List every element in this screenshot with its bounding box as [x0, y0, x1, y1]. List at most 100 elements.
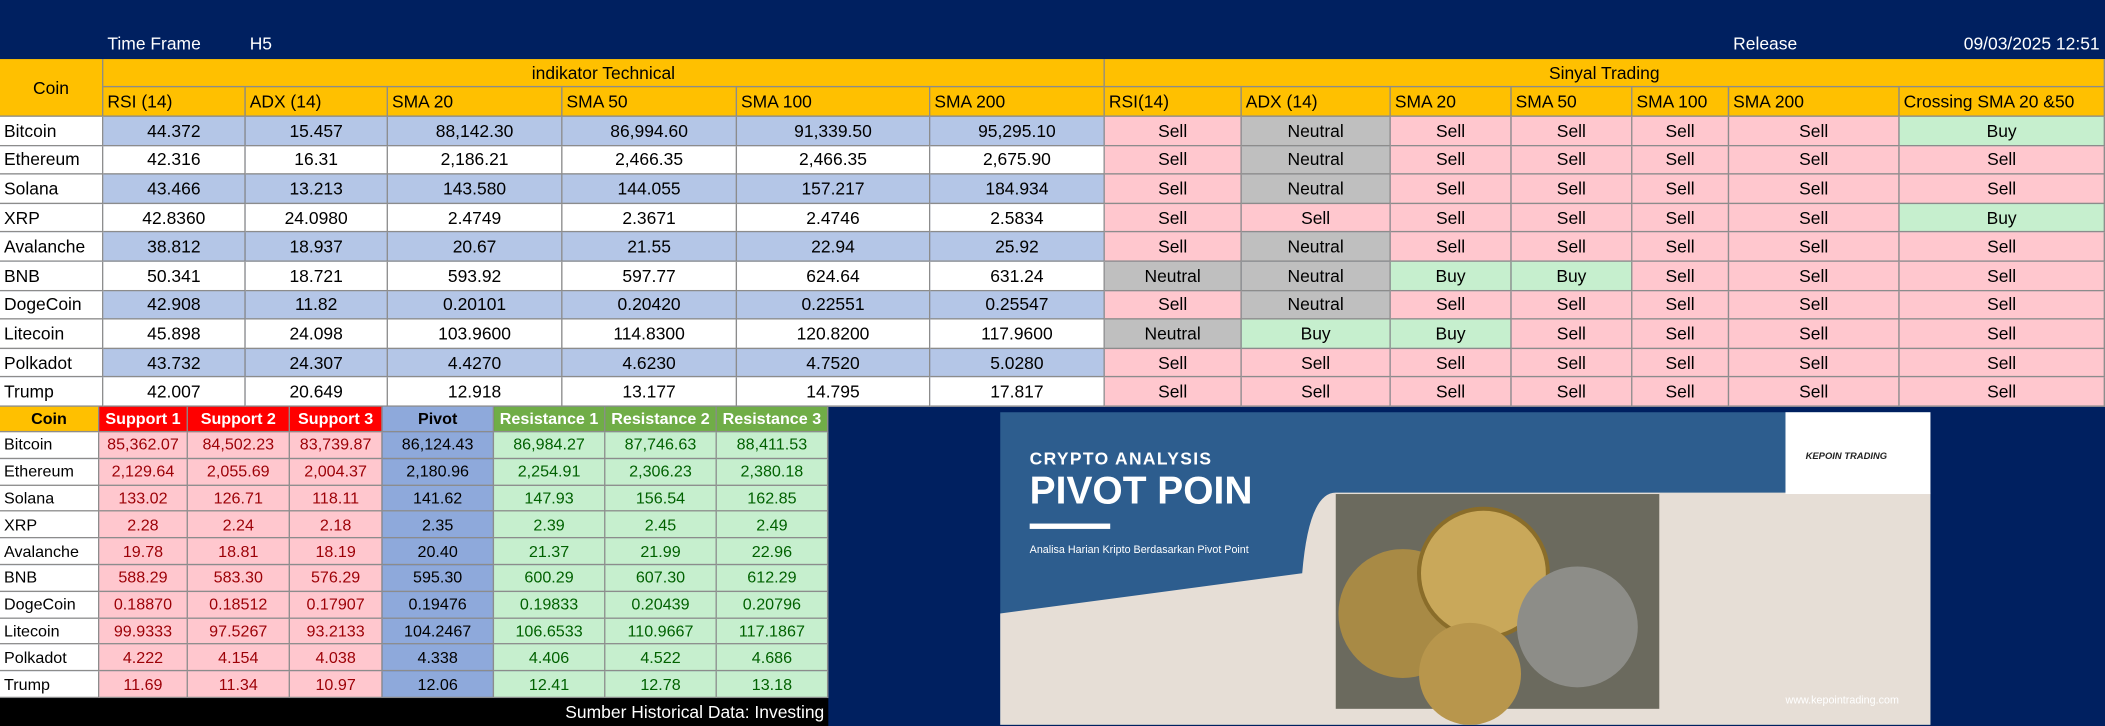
signal: Sell	[1511, 319, 1633, 349]
pivot-value: 86,124.43	[382, 432, 495, 459]
signal: Sell	[1390, 145, 1512, 175]
indicator-value: 25.92	[930, 232, 1105, 262]
signal: Neutral	[1104, 261, 1242, 291]
signal: Sell	[1632, 348, 1730, 378]
source-note: Sumber Historical Data: Investing	[0, 698, 829, 726]
pivot-value: 12.41	[494, 671, 606, 699]
coin-name: Litecoin	[0, 319, 104, 349]
coin-name: DogeCoin	[0, 591, 100, 619]
column-header: SMA 200	[1729, 87, 1900, 117]
indicator-value: 114.8300	[562, 319, 738, 349]
pivot-value: 126.71	[187, 485, 290, 513]
pivot-value: 0.18870	[99, 591, 188, 619]
column-header: RSI(14)	[1104, 87, 1242, 117]
pivot-value: 21.37	[494, 538, 606, 566]
signal: Sell	[1390, 174, 1512, 204]
signal: Neutral	[1241, 261, 1391, 291]
pivot-value: 2.24	[187, 512, 290, 539]
indicator-value: 2.5834	[930, 203, 1105, 233]
column-header: SMA 200	[930, 87, 1105, 117]
coin-name: Avalanche	[0, 538, 100, 566]
pivot-value: 97.5267	[187, 618, 290, 645]
signal: Buy	[1241, 319, 1391, 349]
signal: Sell	[1899, 232, 2105, 262]
indicator-value: 2.3671	[562, 203, 738, 233]
pivot-value: 86,984.27	[494, 432, 606, 459]
signal: Sell	[1104, 290, 1242, 320]
signal: Sell	[1632, 203, 1730, 233]
pivot-value: 12.06	[382, 671, 495, 699]
signal: Sell	[1241, 348, 1391, 378]
indicator-value: 4.4270	[387, 348, 563, 378]
indicator-value: 21.55	[562, 232, 738, 262]
coin-name: Ethereum	[0, 145, 104, 175]
indicator-value: 91,339.50	[737, 116, 931, 146]
coin-name: XRP	[0, 203, 104, 233]
indicator-value: 2,466.35	[562, 145, 738, 175]
pivot-value: 4.222	[99, 644, 188, 672]
column-header: Crossing SMA 20 &50	[1899, 87, 2105, 117]
indicator-value: 12.918	[387, 377, 563, 407]
pivot-value: 4.522	[605, 644, 717, 672]
indicator-value: 88,142.30	[387, 116, 563, 146]
pivot-value: 2.49	[716, 512, 829, 539]
column-header: SMA 20	[387, 87, 563, 117]
indicator-value: 24.0980	[245, 203, 388, 233]
signal: Sell	[1104, 203, 1242, 233]
indicator-value: 42.007	[103, 377, 246, 407]
indicator-value: 11.82	[245, 290, 388, 320]
signal: Sell	[1899, 174, 2105, 204]
pivot-value: 0.20796	[716, 591, 829, 619]
signal: Buy	[1390, 261, 1512, 291]
column-header: ADX (14)	[1241, 87, 1391, 117]
pivot-value: 576.29	[289, 565, 383, 592]
pivot-value: 93.2133	[289, 618, 383, 645]
signal: Sell	[1511, 203, 1633, 233]
pivot-value: 162.85	[716, 485, 829, 513]
indicator-value: 593.92	[387, 261, 563, 291]
indicator-value: 43.732	[103, 348, 246, 378]
signal: Neutral	[1241, 116, 1391, 146]
signal: Sell	[1104, 232, 1242, 262]
banner-subtitle: Analisa Harian Kripto Berdasarkan Pivot …	[1029, 543, 1249, 556]
signal: Sell	[1632, 145, 1730, 175]
indicator-value: 0.22551	[737, 290, 931, 320]
indicator-value: 143.580	[387, 174, 563, 204]
signal: Sell	[1729, 174, 1900, 204]
indicator-value: 50.341	[103, 261, 246, 291]
pivot-value: 2.45	[605, 512, 717, 539]
pivot-value: 2.39	[494, 512, 606, 539]
indicator-value: 44.372	[103, 116, 246, 146]
column-header: SMA 100	[1632, 87, 1730, 117]
signal: Sell	[1511, 377, 1633, 407]
indicator-value: 157.217	[737, 174, 931, 204]
pivot-value: 21.99	[605, 538, 717, 566]
signal: Sell	[1899, 348, 2105, 378]
pivot-value: 87,746.63	[605, 432, 717, 459]
signal: Sell	[1632, 290, 1730, 320]
signal: Sell	[1899, 377, 2105, 407]
indicator-value: 4.7520	[737, 348, 931, 378]
pivot-value: 88,411.53	[716, 432, 829, 459]
signal: Sell	[1632, 116, 1730, 146]
banner-heading: PIVOT POIN	[1029, 469, 1253, 513]
coin-name: Trump	[0, 671, 100, 699]
pivot-value: 10.97	[289, 671, 383, 699]
pivot-value: 110.9667	[605, 618, 717, 645]
indicator-value: 2.4749	[387, 203, 563, 233]
pivot-header: Support 2	[187, 406, 290, 433]
indicator-value: 20.67	[387, 232, 563, 262]
indicator-value: 24.098	[245, 319, 388, 349]
signal: Buy	[1899, 116, 2105, 146]
indicator-value: 2.4746	[737, 203, 931, 233]
signal: Buy	[1390, 319, 1512, 349]
indicator-value: 4.6230	[562, 348, 738, 378]
pivot-value: 12.78	[605, 671, 717, 699]
indicator-value: 13.213	[245, 174, 388, 204]
pivot-value: 4.406	[494, 644, 606, 672]
release-date: 09/03/2025 12:51	[1963, 33, 2100, 54]
signal: Sell	[1899, 290, 2105, 320]
signal: Neutral	[1241, 174, 1391, 204]
pivot-value: 2,180.96	[382, 458, 495, 486]
